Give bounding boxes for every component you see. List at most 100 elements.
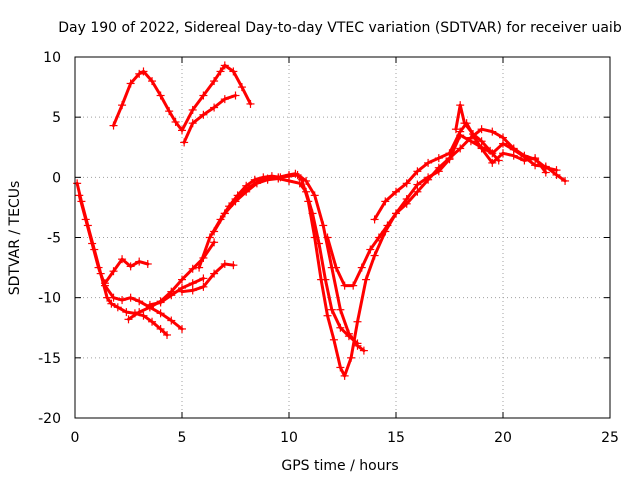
data-point-marker <box>231 194 240 203</box>
data-point-marker <box>178 126 186 135</box>
data-point-marker <box>499 133 507 142</box>
data-point-marker <box>188 105 197 114</box>
data-point-marker <box>210 77 219 86</box>
data-point-marker <box>216 67 225 76</box>
data-point-marker <box>237 83 246 92</box>
y-tick-label: -10 <box>38 291 61 307</box>
y-tick-label: -5 <box>47 231 61 247</box>
data-point-marker <box>486 146 495 155</box>
data-point-marker <box>220 259 229 268</box>
data-point-marker <box>332 263 341 272</box>
data-point-marker <box>329 335 338 344</box>
data-point-marker <box>246 99 255 108</box>
data-point-marker <box>188 279 197 288</box>
data-point-marker <box>156 309 165 318</box>
data-point-marker <box>488 158 497 167</box>
data-point-marker <box>336 305 345 314</box>
data-point-marker <box>561 176 570 185</box>
data-point-marker <box>135 257 144 266</box>
data-point-marker <box>94 263 103 272</box>
series-trace <box>77 193 184 331</box>
data-point-marker <box>319 221 328 230</box>
data-point-marker <box>210 269 219 278</box>
data-point-marker <box>349 281 358 290</box>
data-point-marker <box>163 330 172 339</box>
tick-layer <box>74 56 611 419</box>
data-point-marker <box>88 239 97 248</box>
data-point-marker <box>145 300 154 309</box>
data-point-marker <box>109 267 118 276</box>
data-point-marker <box>178 287 186 296</box>
data-point-marker <box>124 315 133 324</box>
data-point-marker <box>434 163 443 172</box>
chart-title: Day 190 of 2022, Sidereal Day-to-day VTE… <box>58 20 622 36</box>
data-point-marker <box>167 291 176 300</box>
data-point-marker <box>297 175 306 184</box>
data-point-marker <box>413 180 422 189</box>
data-point-marker <box>220 209 229 218</box>
data-point-marker <box>402 179 411 188</box>
series-trace <box>182 94 237 144</box>
data-point-marker <box>456 144 465 153</box>
data-point-marker <box>188 119 197 128</box>
series-trace <box>373 121 548 221</box>
data-point-marker <box>135 308 144 317</box>
data-point-marker <box>520 156 529 165</box>
data-point-marker <box>126 293 135 302</box>
data-point-marker <box>340 281 349 290</box>
data-point-marker <box>456 101 465 110</box>
data-point-marker <box>499 149 507 158</box>
data-point-marker <box>199 282 208 291</box>
data-point-marker <box>317 275 326 284</box>
data-point-marker <box>135 297 144 306</box>
data-point-marker <box>327 305 336 314</box>
data-point-marker <box>139 311 148 320</box>
data-point-marker <box>451 125 460 134</box>
data-point-marker <box>274 173 283 182</box>
data-point-marker <box>107 299 116 308</box>
data-point-marker <box>118 255 127 264</box>
data-point-marker <box>122 308 131 317</box>
data-point-marker <box>456 127 465 136</box>
data-point-marker <box>347 353 356 362</box>
data-point-marker <box>336 323 345 332</box>
data-point-marker <box>370 215 379 224</box>
series-upper-arc-1 <box>109 61 255 135</box>
series-trace <box>180 262 235 294</box>
data-point-marker <box>263 174 272 183</box>
data-point-marker <box>488 127 497 136</box>
data-point-marker <box>424 158 433 167</box>
data-point-marker <box>402 199 411 208</box>
y-tick-label: 10 <box>43 50 61 66</box>
data-point-marker <box>143 259 152 268</box>
data-point-marker <box>460 119 469 128</box>
data-point-marker <box>413 167 422 176</box>
y-tick-label: 5 <box>52 110 61 126</box>
data-point-marker <box>366 245 375 254</box>
data-point-marker <box>477 144 486 153</box>
data-point-marker <box>469 130 478 139</box>
data-point-marker <box>165 107 174 116</box>
data-point-marker <box>118 296 127 305</box>
data-point-marker <box>156 298 165 307</box>
data-point-marker <box>188 286 197 295</box>
data-point-marker <box>242 185 251 194</box>
series-descending-arc-3 <box>100 255 152 288</box>
data-point-marker <box>541 168 550 177</box>
series-trace <box>112 63 252 132</box>
data-point-marker <box>291 169 300 178</box>
data-point-marker <box>73 179 82 188</box>
data-point-marker <box>344 332 353 341</box>
y-tick-label: -20 <box>38 411 61 427</box>
data-point-marker <box>359 346 368 355</box>
data-point-marker <box>81 215 90 224</box>
y-axis-title: SDTVAR / TECUs <box>7 181 23 296</box>
data-point-marker <box>113 303 122 312</box>
data-point-marker <box>148 317 157 326</box>
data-point-marker <box>424 175 433 184</box>
data-point-marker <box>100 279 109 288</box>
data-point-marker <box>210 227 219 236</box>
data-point-marker <box>229 67 238 76</box>
data-point-marker <box>509 151 518 160</box>
series-upper-arc-2 <box>180 91 240 147</box>
